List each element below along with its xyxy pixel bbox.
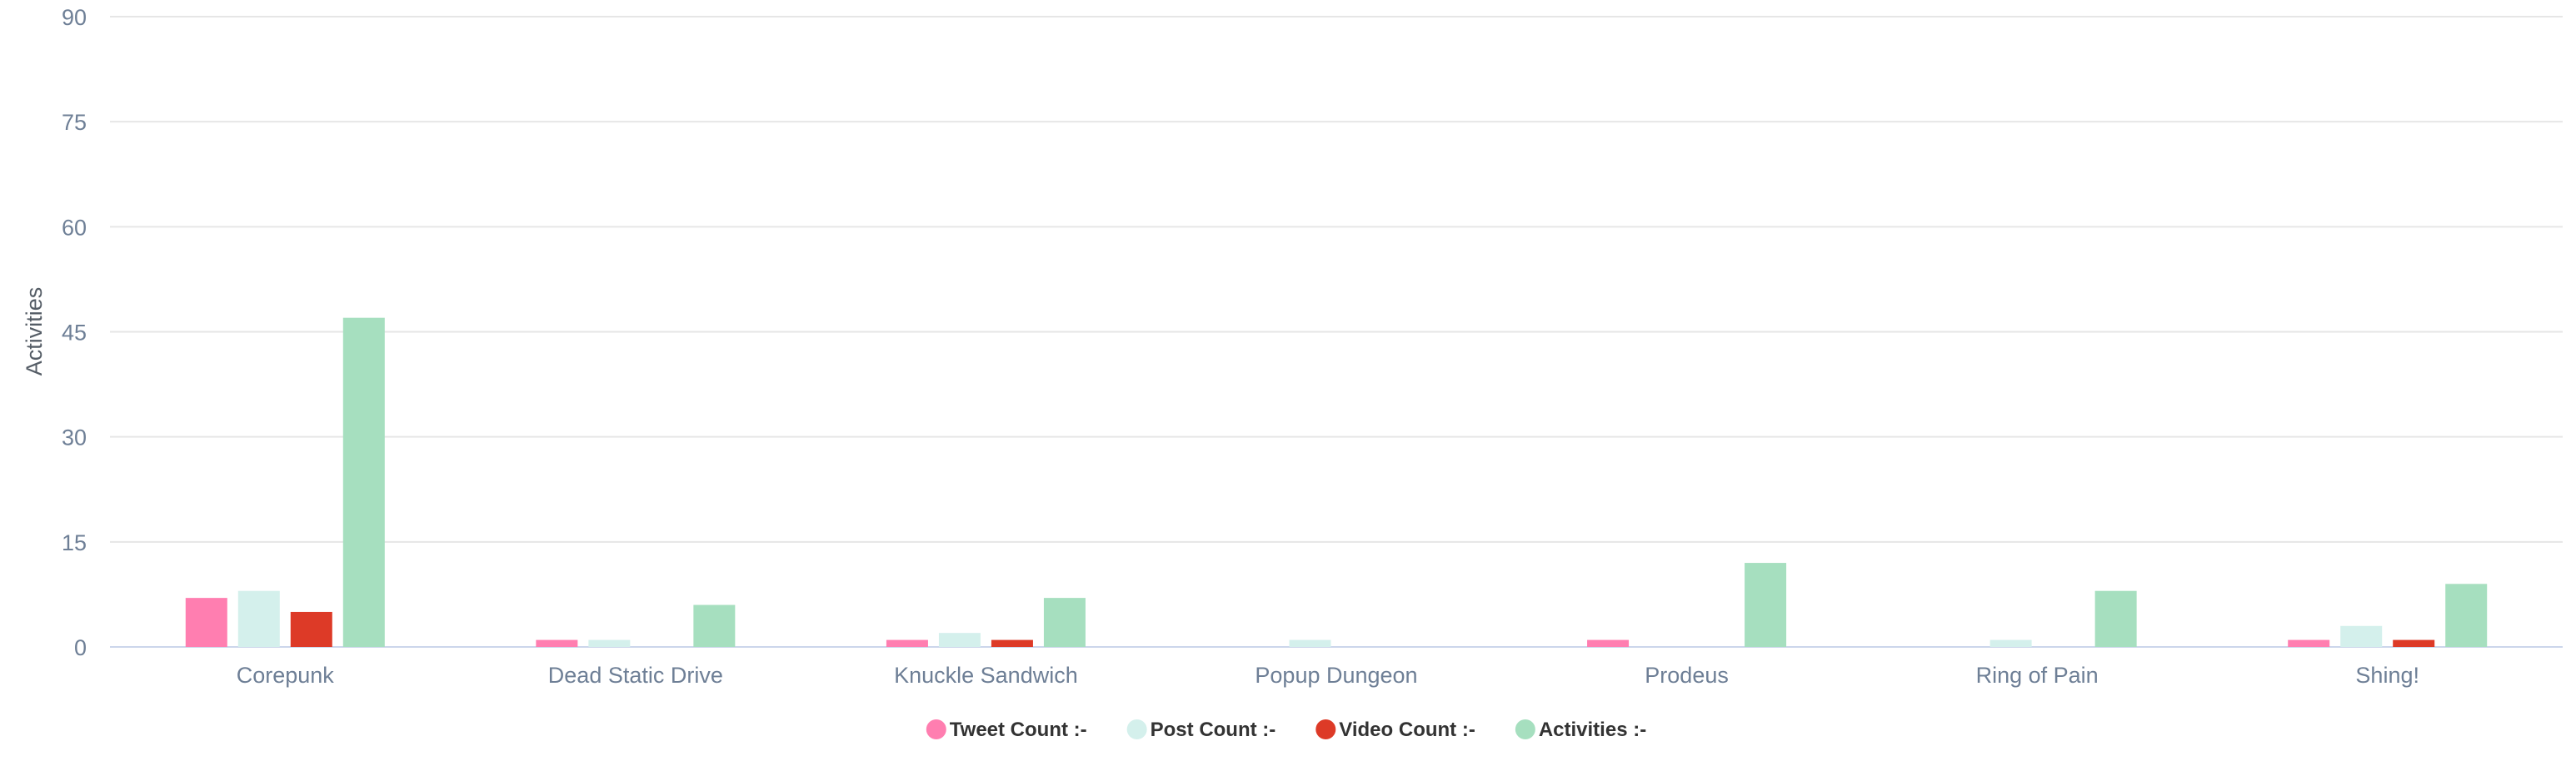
legend-item[interactable]: Tweet Count :- [926,719,1087,741]
bar-tweet-count-6[interactable] [2288,639,2330,647]
legend-label: Activities :- [1539,719,1646,741]
bar-post-count-6[interactable] [2340,625,2383,647]
legend-label: Video Count :- [1339,719,1475,741]
x-category-label: Corepunk [237,663,335,688]
bar-activities-0[interactable] [342,317,385,647]
bar-tweet-count-2[interactable] [886,639,928,647]
y-tick-label: 60 [62,215,87,240]
grid-layer [110,16,2563,648]
y-tick-label: 45 [62,321,87,346]
y-axis-labels: 0 15 30 45 60 75 90 [62,5,87,660]
y-tick-label: 15 [62,530,87,555]
bar-tweet-count-0[interactable] [185,598,227,647]
bar-post-count-1[interactable] [588,639,631,647]
x-axis-labels: Corepunk Dead Static Drive Knuckle Sandwic… [237,663,2419,688]
legend-label: Post Count :- [1151,719,1276,741]
y-tick-label: 0 [74,635,87,660]
x-category-label: Ring of Pain [1976,663,2099,688]
bar-video-count-0[interactable] [290,611,332,647]
bar-post-count-3[interactable] [1289,639,1331,647]
bar-post-count-0[interactable] [237,590,280,647]
x-category-label: Prodeus [1645,663,1729,688]
legend-marker [1515,719,1535,739]
legend-label: Tweet Count :- [950,719,1087,741]
bar-activities-5[interactable] [2094,590,2137,647]
bar-post-count-2[interactable] [938,633,981,647]
legend-item[interactable]: Post Count :- [1126,719,1276,741]
legend-item[interactable]: Activities :- [1515,719,1646,741]
legend-marker [1126,719,1147,739]
legend: Tweet Count :- Post Count :- Video Count :… [926,719,1646,741]
legend-marker [1315,719,1336,739]
x-category-label: Popup Dungeon [1255,663,1417,688]
bar-activities-1[interactable] [693,604,736,647]
x-category-label: Knuckle Sandwich [894,663,1078,688]
bar-activities-2[interactable] [1043,598,1086,647]
legend-item[interactable]: Video Count :- [1315,719,1475,741]
bar-video-count-2[interactable] [991,639,1033,647]
y-axis-title: Activities [22,287,47,376]
bar-tweet-count-1[interactable] [536,639,578,647]
bar-video-count-6[interactable] [2393,639,2435,647]
bar-tweet-count-4[interactable] [1587,639,1630,647]
bar-activities-4[interactable] [1745,563,1787,647]
bar-activities-6[interactable] [2445,584,2488,647]
x-category-label: Shing! [2355,663,2419,688]
bars-layer [185,317,2488,647]
bar-post-count-5[interactable] [1989,639,2032,647]
y-tick-label: 90 [62,5,87,30]
y-tick-label: 75 [62,110,87,135]
legend-marker [926,719,946,739]
x-category-label: Dead Static Drive [548,663,723,688]
y-tick-label: 30 [62,425,87,450]
